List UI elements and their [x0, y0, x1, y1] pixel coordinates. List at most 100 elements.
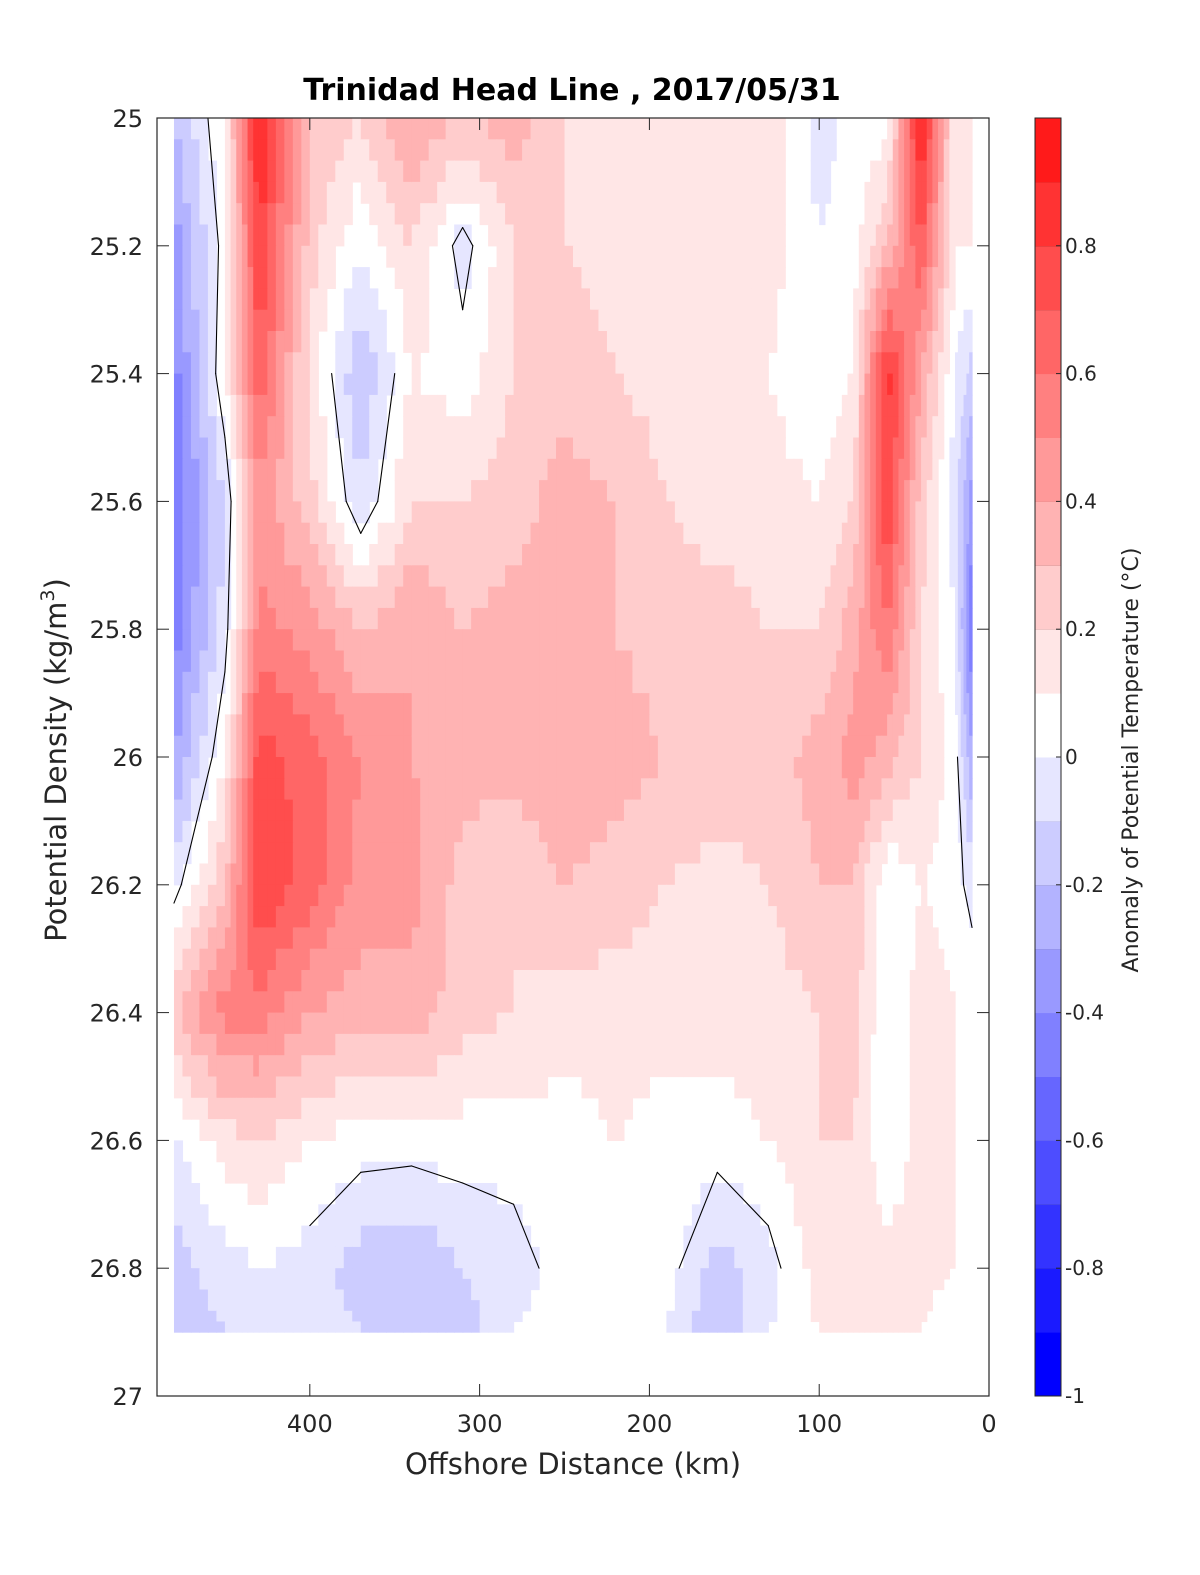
- heatmap-cell: [496, 480, 506, 502]
- heatmap-cell: [708, 820, 718, 843]
- heatmap-cell: [403, 245, 413, 268]
- heatmap-cell: [241, 863, 249, 886]
- heatmap-cell: [496, 693, 506, 715]
- heatmap-cell: [352, 1033, 362, 1056]
- heatmap-cell: [909, 288, 917, 311]
- heatmap-cell: [428, 650, 438, 673]
- heatmap-cell: [199, 671, 209, 694]
- heatmap-cell: [943, 1097, 950, 1120]
- heatmap-cell: [810, 863, 820, 886]
- heatmap-cell: [513, 778, 523, 801]
- heatmap-cell: [830, 671, 837, 694]
- heatmap-cell: [360, 906, 370, 928]
- heatmap-cell: [471, 586, 481, 609]
- heatmap-cell: [640, 309, 651, 332]
- heatmap-cell: [530, 693, 540, 715]
- heatmap-cell: [963, 565, 967, 588]
- heatmap-cell: [598, 181, 608, 204]
- heatmap-cell: [230, 948, 237, 971]
- heatmap-cell: [488, 139, 498, 162]
- heatmap-cell: [573, 799, 583, 822]
- heatmap-cell: [258, 970, 268, 992]
- heatmap-cell: [904, 139, 911, 162]
- heatmap-cell: [513, 480, 523, 502]
- heatmap-cell: [360, 394, 370, 417]
- heatmap-cell: [759, 650, 769, 673]
- heatmap-cell: [768, 1055, 778, 1078]
- heatmap-cell: [326, 906, 336, 928]
- heatmap-cell: [454, 650, 464, 673]
- heatmap-cell: [742, 522, 752, 545]
- heatmap-cell: [751, 203, 761, 226]
- heatmap-cell: [247, 1076, 254, 1099]
- heatmap-cell: [776, 757, 786, 779]
- heatmap-cell: [247, 884, 254, 907]
- heatmap-cell: [606, 1033, 617, 1056]
- heatmap-cell: [275, 1012, 285, 1035]
- heatmap-cell: [887, 331, 894, 353]
- heatmap-cell: [318, 650, 328, 673]
- heatmap-cell: [887, 650, 894, 673]
- heatmap-cell: [275, 629, 285, 652]
- heatmap-cell: [960, 139, 965, 162]
- heatmap-cell: [241, 1300, 249, 1312]
- heatmap-cell: [776, 586, 786, 609]
- heatmap-cell: [547, 181, 557, 204]
- heatmap-cell: [394, 970, 404, 992]
- heatmap-cell: [615, 842, 625, 865]
- heatmap-cell: [725, 799, 735, 822]
- heatmap-cell: [216, 884, 226, 907]
- heatmap-cell: [275, 714, 285, 737]
- heatmap-cell: [904, 714, 911, 737]
- heatmap-cell: [683, 586, 693, 609]
- heatmap-cell: [479, 906, 489, 928]
- heatmap-cell: [207, 458, 218, 481]
- heatmap-cell: [742, 735, 752, 758]
- heatmap-cell: [932, 1204, 939, 1227]
- heatmap-cell: [182, 267, 192, 289]
- heatmap-cell: [377, 373, 387, 396]
- heatmap-cell: [454, 544, 464, 566]
- heatmap-cell: [793, 799, 803, 822]
- heatmap-cell: [428, 458, 438, 481]
- heatmap-cell: [898, 522, 905, 545]
- heatmap-cell: [309, 586, 319, 609]
- heatmap-cell: [173, 842, 184, 865]
- heatmap-cell: [224, 181, 232, 204]
- heatmap-cell: [253, 480, 260, 502]
- heatmap-cell: [949, 288, 956, 311]
- heatmap-cell: [394, 671, 404, 694]
- heatmap-cell: [292, 1300, 302, 1312]
- heatmap-cell: [253, 139, 260, 162]
- heatmap-cell: [909, 394, 917, 417]
- heatmap-cell: [949, 522, 956, 545]
- heatmap-cell: [335, 1289, 345, 1301]
- heatmap-cell: [847, 927, 854, 950]
- heatmap-cell: [909, 352, 917, 375]
- heatmap-cell: [207, 1321, 218, 1333]
- heatmap-cell: [623, 331, 634, 353]
- heatmap-cell: [793, 778, 803, 801]
- heatmap-cell: [802, 1076, 812, 1099]
- heatmap-cell: [573, 288, 583, 311]
- heatmap-cell: [216, 501, 226, 524]
- heatmap-cell: [377, 629, 387, 652]
- heatmap-cell: [623, 820, 634, 843]
- heatmap-cell: [547, 1012, 557, 1035]
- heatmap-cell: [589, 948, 600, 971]
- heatmap-cell: [420, 714, 430, 737]
- heatmap-cell: [173, 629, 184, 652]
- heatmap-cell: [309, 480, 319, 502]
- heatmap-cell: [445, 1076, 455, 1099]
- heatmap-cell: [830, 629, 837, 652]
- heatmap-cell: [957, 650, 962, 673]
- heatmap-cell: [921, 224, 928, 247]
- heatmap-cell: [683, 1246, 693, 1269]
- heatmap-cell: [343, 991, 353, 1014]
- heatmap-cell: [182, 501, 192, 524]
- heatmap-cell: [224, 1012, 232, 1035]
- heatmap-cell: [513, 288, 523, 311]
- heatmap-cell: [847, 1225, 854, 1248]
- heatmap-cell: [932, 416, 939, 439]
- heatmap-cell: [386, 991, 396, 1014]
